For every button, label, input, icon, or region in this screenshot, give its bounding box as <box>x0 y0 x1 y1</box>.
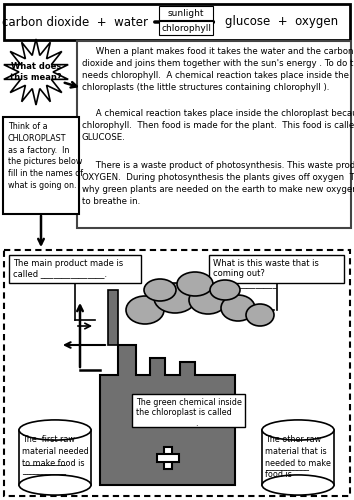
Text: What is this waste that is
coming out?
_______________: What is this waste that is coming out? _… <box>213 259 319 289</box>
Ellipse shape <box>210 280 240 300</box>
Text: chlorophyll: chlorophyll <box>161 24 211 33</box>
Text: What does
this mean?: What does this mean? <box>10 62 62 82</box>
Bar <box>262 430 334 485</box>
FancyBboxPatch shape <box>159 21 213 35</box>
FancyBboxPatch shape <box>131 394 245 426</box>
Ellipse shape <box>221 295 255 321</box>
FancyBboxPatch shape <box>3 117 79 214</box>
Text: When a plant makes food it takes the water and the carbon
dioxide and joins them: When a plant makes food it takes the wat… <box>82 47 354 92</box>
Text: A chemical reaction takes place inside the chloroplast because of the
chlorophyl: A chemical reaction takes place inside t… <box>82 109 354 142</box>
Bar <box>164 447 172 469</box>
FancyBboxPatch shape <box>209 255 344 283</box>
Ellipse shape <box>246 304 274 326</box>
Ellipse shape <box>144 279 176 301</box>
FancyBboxPatch shape <box>159 6 213 20</box>
Text: sunlight: sunlight <box>168 9 204 18</box>
Ellipse shape <box>262 475 334 495</box>
Text: glucose  +  oxygen: glucose + oxygen <box>225 16 338 28</box>
Text: ___________: ___________ <box>22 466 66 475</box>
FancyBboxPatch shape <box>77 41 351 228</box>
FancyBboxPatch shape <box>9 255 141 283</box>
Text: The other raw
material that is
needed to make
food is: The other raw material that is needed to… <box>265 435 331 480</box>
Bar <box>157 454 179 462</box>
Bar <box>19 430 91 485</box>
Text: carbon dioxide  +  water: carbon dioxide + water <box>2 16 148 28</box>
Text: The  first raw
material needed
to make food is: The first raw material needed to make fo… <box>22 435 89 468</box>
Text: Think of a
CHLOROPLAST
as a factory.  In
the pictures below
fill in the names of: Think of a CHLOROPLAST as a factory. In … <box>8 122 83 190</box>
Ellipse shape <box>154 283 196 313</box>
Ellipse shape <box>19 420 91 440</box>
Text: The main product made is
called _______________.: The main product made is called ________… <box>13 259 123 278</box>
Ellipse shape <box>126 296 164 324</box>
Polygon shape <box>100 345 235 485</box>
Text: ___________: ___________ <box>22 457 66 466</box>
Polygon shape <box>4 250 350 496</box>
Ellipse shape <box>19 475 91 495</box>
Text: ___________: ___________ <box>265 462 309 471</box>
Ellipse shape <box>189 286 227 314</box>
Ellipse shape <box>262 420 334 440</box>
Polygon shape <box>108 290 118 345</box>
Text: There is a waste product of photosynthesis. This waste product is
OXYGEN.  Durin: There is a waste product of photosynthes… <box>82 161 354 206</box>
FancyBboxPatch shape <box>4 4 350 40</box>
Text: The green chemical inside
the chloroplast is called
_______________.: The green chemical inside the chloroplas… <box>136 398 242 428</box>
Polygon shape <box>4 39 68 105</box>
Ellipse shape <box>177 272 213 296</box>
